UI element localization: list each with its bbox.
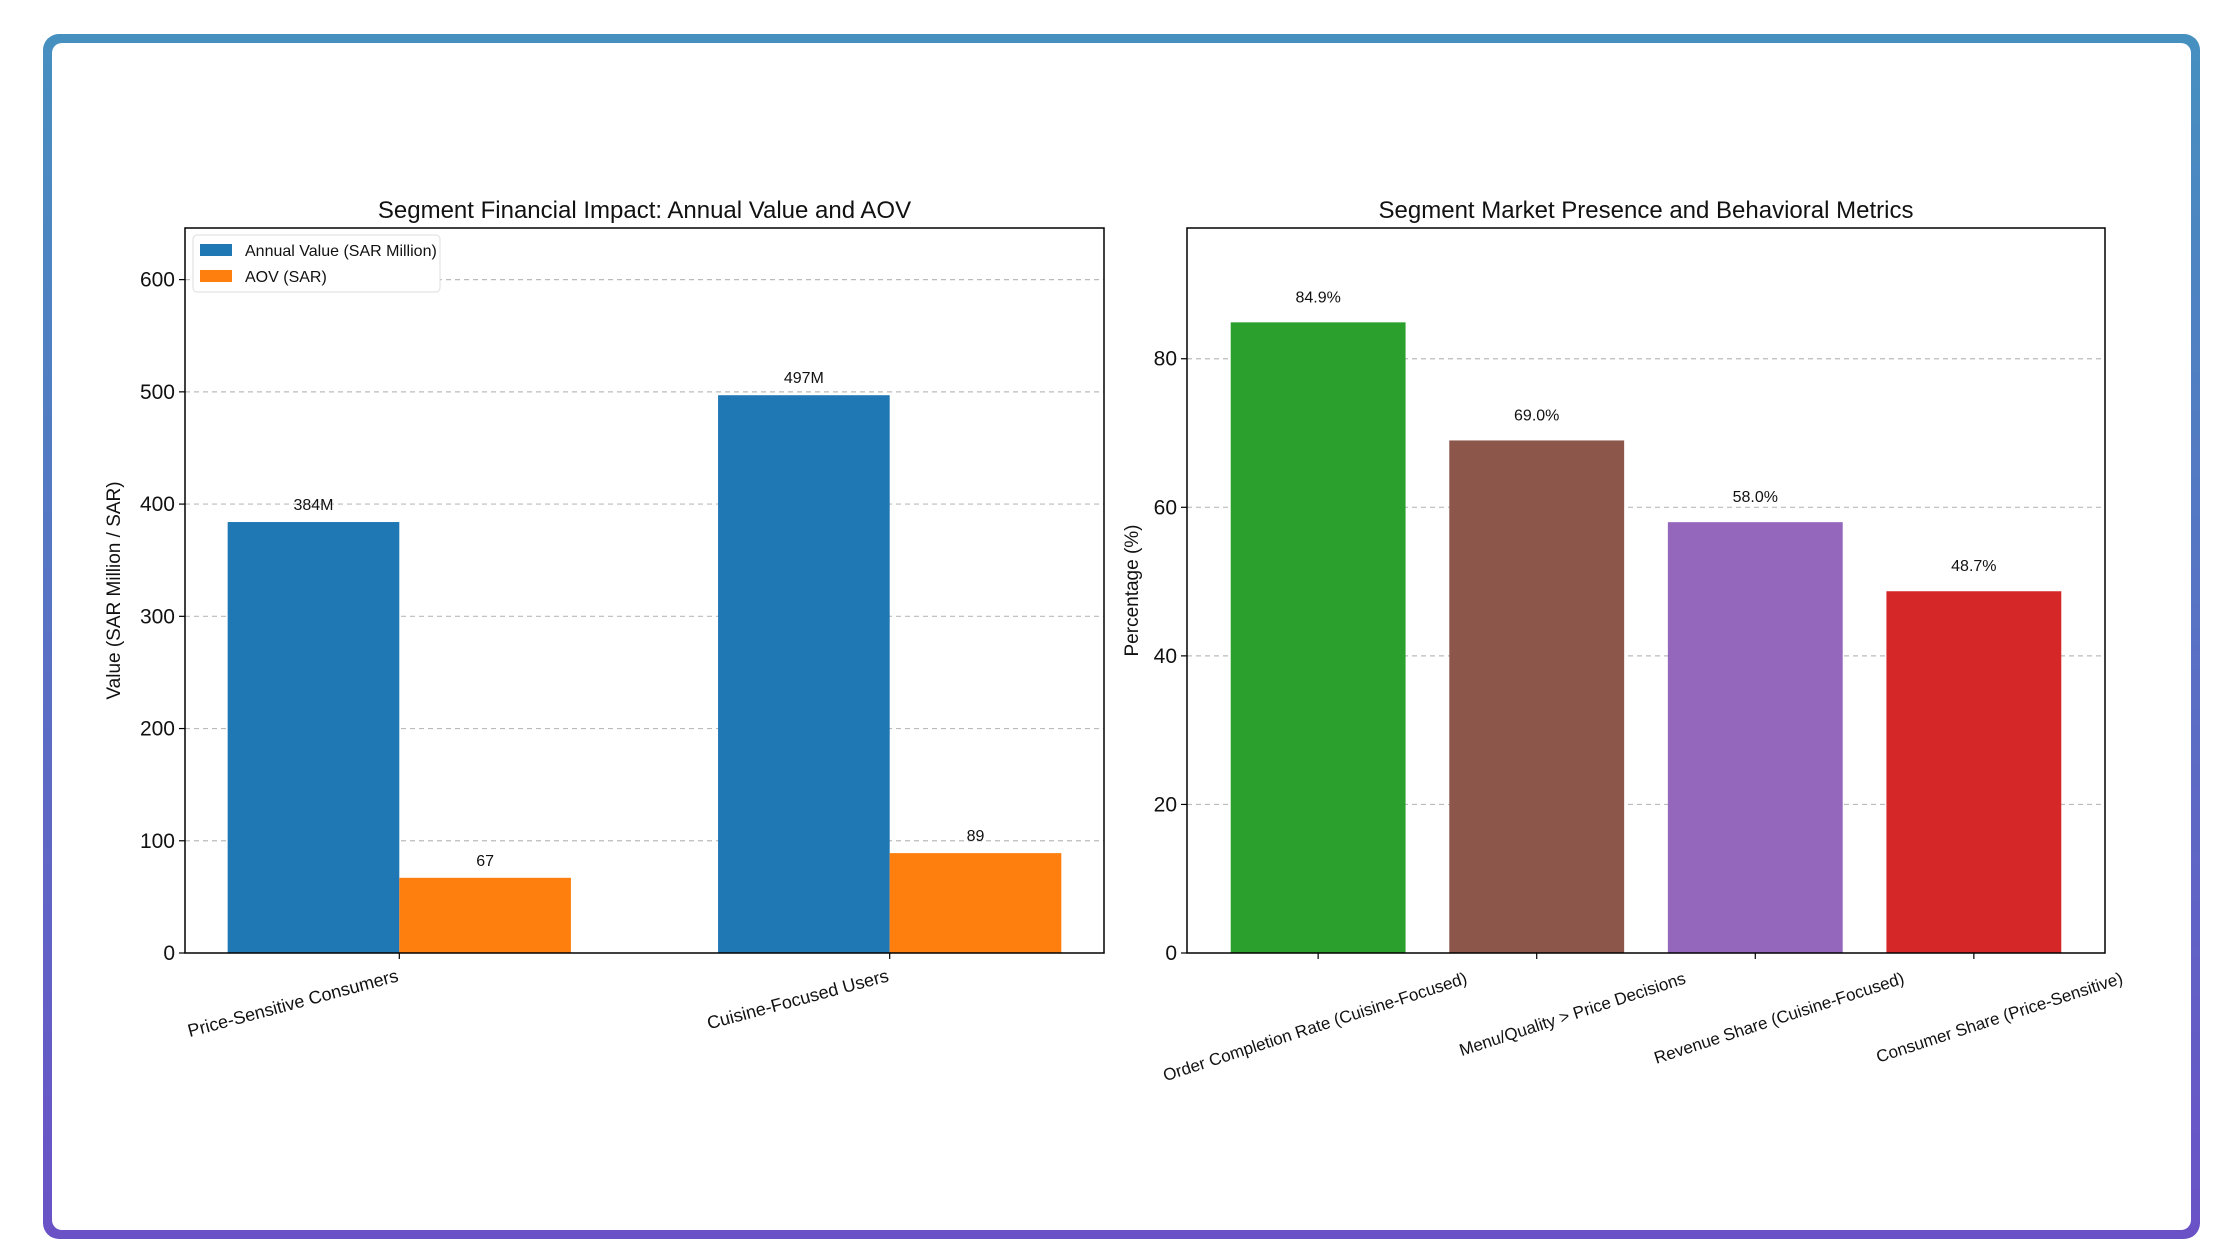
plot-frame [1186, 227, 2106, 954]
y-tick-label: 20 [1154, 793, 1177, 816]
legend-label: Annual Value (SAR Million) [245, 243, 437, 260]
bar [227, 522, 400, 953]
legend-box [192, 234, 441, 293]
x-tick-label: Revenue Share (Cuisine-Focused) [1652, 969, 1907, 1068]
y-tick-label: 0 [1165, 942, 1177, 965]
bar [1449, 440, 1625, 954]
bar-value-label: 497M [784, 370, 824, 387]
bar-value-label: 67 [476, 853, 494, 870]
legend-swatch [200, 244, 232, 256]
bar [1886, 591, 2062, 953]
x-tick-label: Menu/Quality > Price Decisions [1457, 969, 1688, 1060]
bar [889, 853, 1062, 953]
y-tick-label: 60 [1154, 496, 1177, 519]
y-tick-label: 600 [140, 269, 175, 292]
bar [718, 395, 890, 953]
x-tick-label: Order Completion Rate (Cuisine-Focused) [1161, 969, 1470, 1085]
y-tick-label: 300 [140, 605, 175, 628]
x-tick-label: Consumer Share (Price-Sensitive) [1874, 969, 2125, 1067]
y-tick-label: 80 [1154, 348, 1177, 371]
legend-swatch [200, 270, 232, 282]
y-axis-label: Percentage (%) [1122, 524, 1143, 656]
chart-title: Segment Financial Impact: Annual Value a… [378, 197, 911, 224]
plot-frame [184, 227, 1105, 954]
bar-value-label: 58.0% [1733, 489, 1778, 506]
legend: Annual Value (SAR Million) AOV (SAR) [192, 234, 441, 293]
y-axis-label: Value (SAR Million / SAR) [104, 481, 125, 699]
financial-impact-chart: Segment Financial Impact: Annual Value a… [104, 197, 1105, 1042]
chart-title: Segment Market Presence and Behavioral M… [1379, 197, 1914, 224]
market-presence-chart: Segment Market Presence and Behavioral M… [1122, 197, 2125, 1085]
y-tick-label: 500 [140, 381, 175, 404]
y-tick-label: 100 [140, 830, 175, 853]
bar-value-label: 384M [293, 497, 333, 514]
x-tick-label: Price-Sensitive Consumers [185, 966, 400, 1042]
bar [1230, 322, 1406, 954]
y-tick-label: 40 [1154, 645, 1177, 668]
bar-value-label: 89 [967, 828, 985, 845]
y-tick-label: 0 [163, 942, 175, 965]
legend-label: AOV (SAR) [245, 269, 327, 286]
bar-value-label: 84.9% [1295, 289, 1340, 306]
bar-value-label: 69.0% [1514, 407, 1559, 424]
y-tick-label: 200 [140, 718, 175, 741]
bar [399, 877, 571, 953]
bar-value-label: 48.7% [1951, 558, 1996, 575]
x-tick-label: Cuisine-Focused Users [705, 966, 891, 1034]
bar [1667, 522, 1843, 953]
y-tick-label: 400 [140, 493, 175, 516]
